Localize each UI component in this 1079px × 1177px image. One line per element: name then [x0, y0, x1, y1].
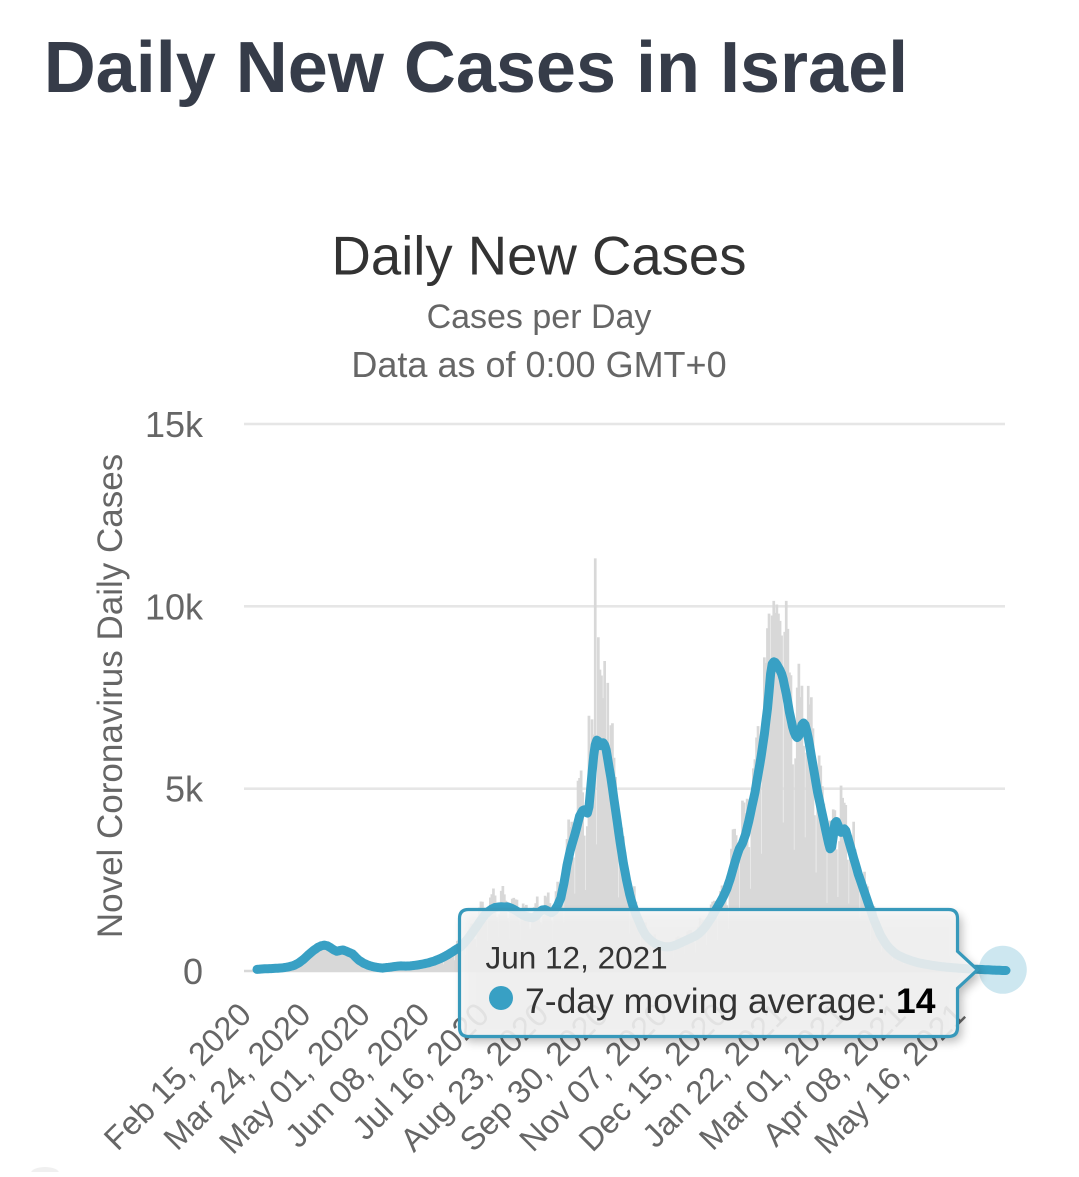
svg-text:10k: 10k — [145, 586, 204, 627]
svg-text:0: 0 — [183, 951, 203, 992]
svg-text:Cases per Day: Cases per Day — [427, 298, 652, 336]
svg-text:5k: 5k — [165, 769, 204, 810]
svg-text:Daily New Cases: Daily New Cases — [332, 226, 747, 287]
svg-text:7-day moving average: 14: 7-day moving average: 14 — [525, 981, 936, 1021]
svg-text:Daily New Cases in Israel: Daily New Cases in Israel — [44, 28, 908, 108]
svg-text:Novel Coronavirus Daily Cases: Novel Coronavirus Daily Cases — [91, 454, 130, 938]
svg-text:15k: 15k — [145, 404, 204, 445]
svg-text:Jun 12, 2021: Jun 12, 2021 — [486, 940, 668, 976]
svg-text:Data as of 0:00 GMT+0: Data as of 0:00 GMT+0 — [351, 344, 726, 385]
